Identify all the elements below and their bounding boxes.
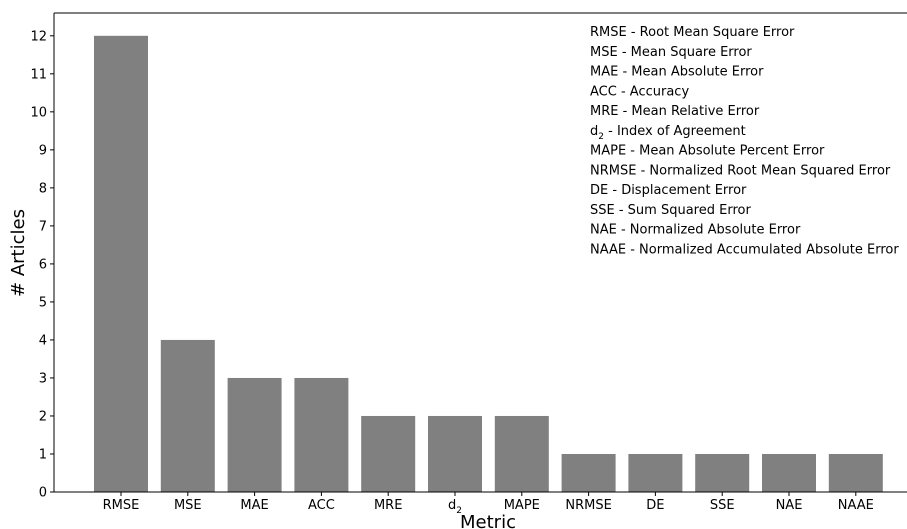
x-axis-ticks: RMSE MSE MAE ACC MRE d2 MAPE NRMSE DE SSE NAE NAAE [103, 492, 874, 516]
y-axis-title: # Articles [8, 209, 29, 297]
x-tick-label: NAAE [838, 498, 874, 513]
bar-mre [361, 415, 416, 492]
y-tick-label: 12 [30, 29, 47, 44]
y-tick-label: 7 [39, 219, 47, 234]
y-tick-label: 2 [39, 409, 47, 424]
y-tick-label: 1 [39, 447, 47, 462]
legend-entry: NRMSE - Normalized Root Mean Squared Err… [590, 163, 891, 178]
legend-entry: d2 - Index of Agreement [590, 124, 746, 142]
y-tick-label: 9 [39, 143, 47, 158]
x-tick-label: MAPE [504, 498, 540, 513]
x-tick-label: NRMSE [565, 498, 611, 513]
x-tick-label: SSE [710, 498, 735, 513]
bar-mse [160, 339, 215, 492]
legend-entry: NAE - Normalized Absolute Error [590, 223, 801, 238]
bar-naae [828, 453, 883, 492]
y-tick-label: 11 [30, 67, 47, 82]
y-tick-label: 3 [39, 371, 47, 386]
legend-entry: MSE - Mean Square Error [590, 45, 752, 60]
legend-entry: MAE - Mean Absolute Error [590, 65, 764, 80]
bar-nae [762, 453, 816, 492]
bar-de [628, 453, 683, 492]
x-tick-label: NAE [776, 498, 803, 513]
x-tick-label: MSE [174, 498, 202, 513]
x-tick-label: RMSE [103, 498, 140, 513]
x-tick-label: d2 [448, 498, 462, 516]
legend-entry: MRE - Mean Relative Error [590, 104, 760, 119]
y-tick-label: 5 [39, 295, 47, 310]
legend-entry: NAAE - Normalized Accumulated Absolute E… [590, 242, 899, 257]
legend-entry: SSE - Sum Squared Error [590, 203, 751, 218]
x-axis-title: Metric [460, 512, 516, 529]
bar-mape [494, 415, 549, 492]
y-tick-label: 6 [39, 257, 47, 272]
y-tick-label: 8 [39, 181, 47, 196]
x-tick-label: MAE [240, 498, 268, 513]
bar-d2 [428, 415, 482, 492]
legend: RMSE - Root Mean Square Error MSE - Mean … [590, 25, 899, 257]
bar-sse [695, 453, 750, 492]
legend-entry: RMSE - Root Mean Square Error [590, 25, 795, 40]
y-tick-label: 10 [30, 105, 47, 120]
legend-entry: ACC - Accuracy [590, 84, 689, 99]
bar-rmse [94, 35, 148, 493]
x-tick-label: ACC [308, 498, 335, 513]
bar-mae [227, 377, 282, 492]
bar-acc [294, 377, 349, 492]
bars-group [94, 35, 883, 493]
x-tick-label: MRE [374, 498, 402, 513]
axes-group [53, 12, 907, 493]
x-tick-label: DE [646, 498, 664, 513]
legend-entry: DE - Displacement Error [590, 183, 747, 198]
bar-nrmse [561, 453, 616, 492]
y-tick-label: 0 [39, 486, 47, 501]
y-tick-label: 4 [39, 333, 47, 348]
legend-entry: MAPE - Mean Absolute Percent Error [590, 144, 825, 159]
